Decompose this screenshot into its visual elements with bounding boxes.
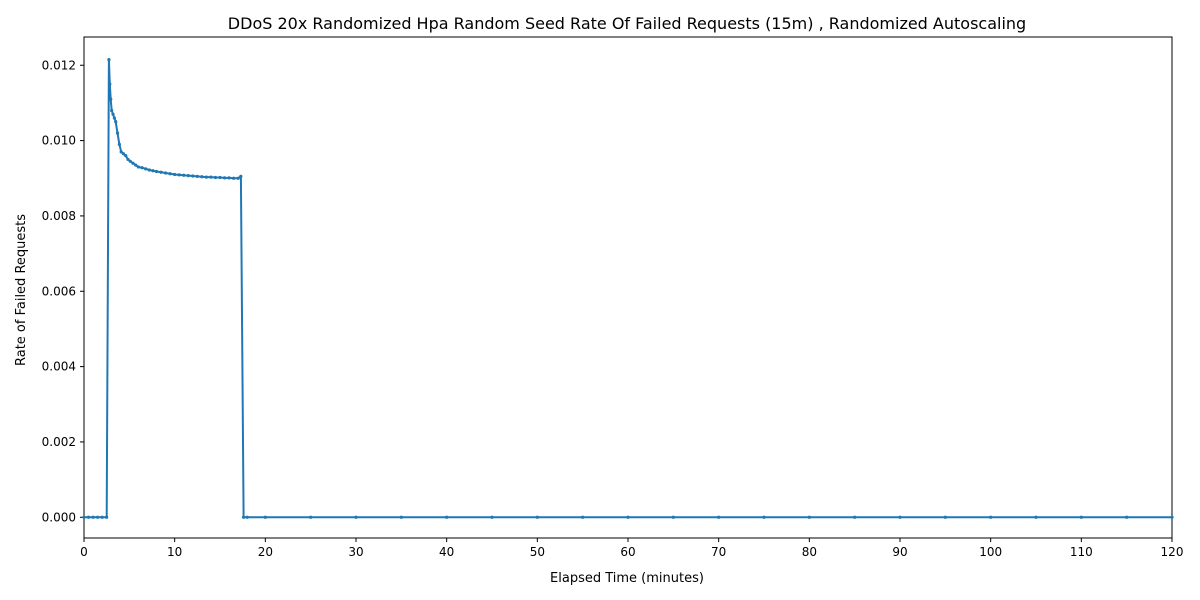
data-point (191, 174, 195, 178)
y-tick-label: 0.002 (42, 435, 76, 449)
data-point (121, 152, 126, 156)
data-point (309, 515, 313, 519)
data-point (131, 161, 135, 165)
x-tick-label: 30 (348, 545, 363, 559)
x-tick-label: 110 (1070, 545, 1093, 559)
data-point (109, 97, 113, 101)
data-point (117, 142, 121, 146)
data-point (717, 515, 721, 519)
x-tick-label: 80 (802, 545, 817, 559)
data-point (136, 165, 140, 169)
data-point (490, 515, 494, 519)
data-point (177, 173, 181, 177)
x-tick-label: 70 (711, 545, 726, 559)
data-point (151, 169, 155, 173)
data-point (626, 515, 630, 519)
x-tick-label: 20 (258, 545, 273, 559)
data-point (126, 157, 130, 162)
data-point (227, 176, 231, 180)
data-point (1170, 515, 1174, 519)
data-point (105, 515, 109, 519)
data-point (535, 515, 539, 519)
x-tick-label: 90 (892, 545, 907, 559)
data-point (186, 174, 190, 178)
data-point (245, 515, 249, 519)
data-point (989, 515, 993, 519)
data-point (1079, 515, 1083, 519)
data-point (159, 170, 163, 174)
data-point (110, 108, 114, 113)
chart-title: DDoS 20x Randomized Hpa Random Seed Rate… (228, 14, 1026, 33)
data-point (671, 515, 675, 519)
x-tick-label: 120 (1161, 545, 1184, 559)
series-layer (82, 58, 1174, 519)
data-point (144, 167, 148, 171)
data-point (115, 131, 120, 135)
data-point (218, 175, 222, 180)
data-point (100, 515, 104, 519)
data-point (108, 82, 112, 86)
data-point (154, 169, 159, 174)
data-point (107, 58, 111, 62)
data-point (762, 515, 766, 519)
x-axis-label: Elapsed Time (minutes) (550, 571, 704, 586)
data-point (96, 515, 100, 519)
data-point (86, 515, 91, 519)
data-point (164, 171, 168, 175)
data-point (232, 176, 236, 180)
data-point (124, 154, 128, 158)
data-point (173, 172, 177, 177)
data-point (182, 173, 186, 177)
plot-area (83, 36, 1173, 539)
y-axis-label: Rate of Failed Requests (14, 214, 29, 366)
data-point (114, 120, 118, 124)
y-tick-label: 0.000 (42, 510, 76, 524)
data-point (213, 175, 218, 180)
data-point (445, 515, 449, 519)
x-tick-label: 40 (439, 545, 454, 559)
data-point (236, 176, 240, 180)
data-point (943, 515, 947, 519)
data-point (168, 172, 172, 176)
y-tick-label: 0.012 (42, 58, 76, 72)
series-line (84, 58, 1172, 519)
data-point (263, 515, 267, 519)
x-axis: 0 10 20 30 40 50 60 70 80 90 100 110 120 (80, 538, 1183, 559)
data-point (128, 159, 132, 163)
data-point (200, 175, 204, 179)
data-point (119, 150, 123, 154)
data-point (112, 116, 116, 120)
data-point (209, 175, 213, 179)
x-tick-label: 50 (530, 545, 545, 559)
data-point (204, 175, 208, 179)
data-point (134, 163, 138, 167)
data-point (111, 112, 115, 116)
y-tick-label: 0.008 (42, 209, 76, 223)
data-point (399, 515, 403, 519)
data-point (354, 515, 358, 519)
x-tick-label: 0 (80, 545, 88, 559)
y-tick-label: 0.006 (42, 284, 76, 298)
x-tick-label: 60 (620, 545, 635, 559)
data-point (581, 515, 585, 519)
data-point (91, 515, 95, 519)
x-tick-label: 10 (167, 545, 182, 559)
data-point (147, 168, 151, 172)
data-point (807, 515, 811, 519)
data-point (140, 166, 144, 170)
data-point (1125, 515, 1129, 519)
data-point (898, 515, 902, 519)
data-point (82, 515, 86, 519)
y-tick-label: 0.004 (42, 360, 76, 374)
y-tick-label: 0.010 (42, 134, 76, 148)
x-tick-label: 100 (979, 545, 1002, 559)
data-point (241, 515, 246, 519)
data-point (195, 174, 199, 178)
data-point (853, 515, 857, 519)
data-point (239, 174, 243, 178)
data-point (1034, 515, 1038, 519)
data-point (222, 176, 227, 180)
y-axis: 0.000 0.002 0.004 0.006 0.008 0.010 0.012 (42, 58, 84, 524)
